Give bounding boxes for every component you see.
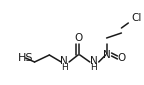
- Text: O: O: [75, 33, 83, 43]
- Text: N: N: [103, 50, 110, 60]
- Text: H: H: [61, 62, 68, 71]
- Text: HS: HS: [18, 53, 33, 63]
- Text: N: N: [90, 56, 98, 66]
- Text: O: O: [117, 53, 126, 63]
- Text: Cl: Cl: [131, 13, 142, 23]
- Text: H: H: [90, 62, 97, 71]
- Text: N: N: [60, 56, 68, 66]
